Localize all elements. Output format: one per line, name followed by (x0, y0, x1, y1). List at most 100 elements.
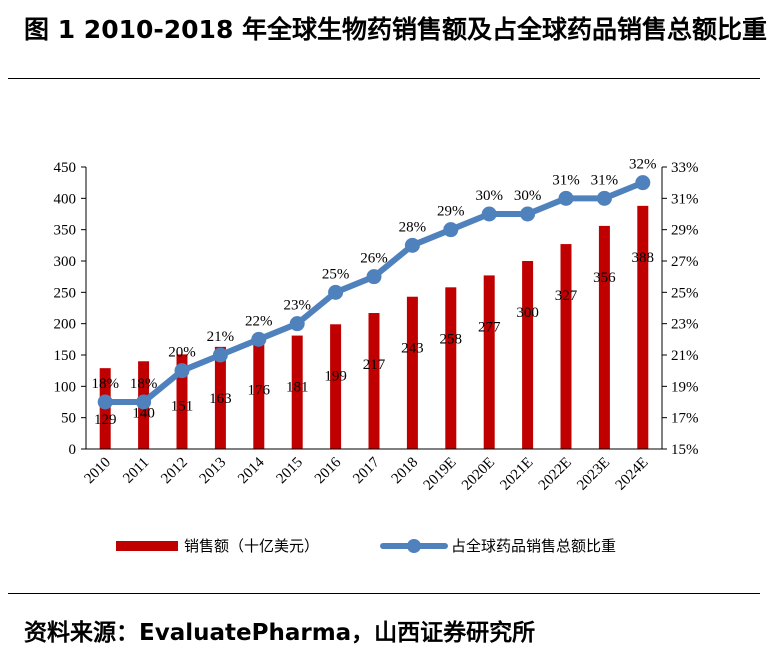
bar-data-label: 327 (555, 288, 578, 304)
left-tick-label: 350 (54, 223, 77, 239)
bar (406, 296, 418, 449)
left-tick-label: 400 (54, 191, 77, 207)
bar-data-label: 140 (132, 405, 155, 421)
line-point (443, 222, 459, 238)
line-point (289, 316, 305, 332)
right-tick-label: 29% (671, 223, 699, 239)
bar-series (99, 205, 649, 449)
x-tick-label: 2018 (389, 455, 422, 488)
x-tick-label: 2020E (459, 455, 498, 494)
x-tick-label: 2019E (421, 455, 460, 494)
left-tick-label: 250 (54, 285, 77, 301)
bar (637, 205, 649, 449)
bar-data-label: 300 (516, 305, 539, 321)
bar-data-label: 243 (401, 341, 424, 357)
bar-data-label: 217 (363, 357, 386, 373)
x-tick-label: 2011 (120, 455, 152, 487)
line-point (558, 190, 574, 206)
line-data-label: 31% (591, 172, 619, 188)
line-data-labels: 18% 18% 20% 21% 22% 23% 25% 26% 28% 29% 30% 30% 31% 3… (91, 157, 656, 392)
bar (368, 313, 380, 449)
line-data-label: 18% (91, 376, 119, 392)
bar-data-label: 176 (248, 383, 271, 399)
x-tick-label: 2010 (82, 455, 115, 488)
line-data-label: 25% (322, 266, 350, 282)
chart: 0 50 100 150 200 250 300 350 400 450 15% 17% 19% 21%… (54, 157, 699, 555)
bar (176, 354, 188, 449)
right-tick-label: 23% (671, 317, 699, 333)
source-note: 资料来源：EvaluatePharma，山西证券研究所 (24, 620, 536, 646)
bar (522, 261, 534, 449)
line-point (174, 363, 190, 379)
x-tick-label: 2016 (312, 454, 345, 487)
bar (445, 287, 457, 449)
left-tick-label: 0 (69, 442, 77, 458)
bar (598, 225, 610, 449)
bar-data-label: 199 (324, 368, 347, 384)
legend-line-marker (407, 539, 421, 553)
x-tick-label: 2022E (536, 455, 575, 494)
right-tick-label: 27% (671, 254, 699, 270)
x-tick-label: 2012 (158, 455, 191, 488)
line-data-label: 22% (245, 313, 273, 329)
line-point (366, 269, 382, 285)
line-data-label: 31% (552, 172, 580, 188)
line-point (251, 331, 267, 347)
x-tick-label: 2023E (574, 455, 613, 494)
bar-data-label: 356 (593, 270, 616, 286)
line-data-label: 20% (168, 345, 196, 361)
line-point (635, 175, 651, 191)
bar (483, 275, 495, 449)
x-tick-label: 2024E (613, 455, 652, 494)
line-series (97, 175, 651, 410)
line-data-label: 30% (514, 188, 542, 204)
right-tick-label: 17% (671, 411, 699, 427)
x-tick-label: 2017 (350, 454, 383, 487)
line-data-label: 18% (130, 376, 158, 392)
bar (560, 244, 572, 449)
right-tick-label: 31% (671, 191, 699, 207)
line-data-label: 21% (207, 329, 235, 345)
bar-data-label: 258 (440, 331, 463, 347)
right-tick-label: 21% (671, 348, 699, 364)
line-point (212, 347, 228, 363)
left-tick-label: 150 (54, 348, 77, 364)
bar-data-label: 151 (171, 398, 194, 414)
line-point (136, 394, 152, 410)
left-y-axis: 0 50 100 150 200 250 300 350 400 450 (54, 160, 87, 458)
x-tick-label: 2021E (497, 455, 536, 494)
left-tick-label: 50 (61, 411, 76, 427)
right-y-axis: 15% 17% 19% 21% 23% 25% 27% 29% 31% 33% (661, 160, 699, 458)
line-data-label: 29% (437, 204, 465, 220)
right-tick-label: 25% (671, 285, 699, 301)
line-point (596, 190, 612, 206)
left-tick-label: 100 (54, 379, 77, 395)
line-data-label: 28% (399, 219, 427, 235)
bar-data-label: 129 (94, 412, 117, 428)
page-title: 图 1 2010-2018 年全球生物药销售额及占全球药品销售总额比重 (24, 15, 767, 44)
line-point (404, 237, 420, 253)
title-divider (8, 78, 760, 79)
right-tick-label: 19% (671, 379, 699, 395)
left-tick-label: 200 (54, 317, 77, 333)
bar (291, 335, 303, 449)
x-tick-label: 2014 (235, 454, 268, 487)
bar (330, 324, 342, 449)
left-tick-label: 300 (54, 254, 77, 270)
line-point (328, 284, 344, 300)
legend-line-label: 占全球药品销售总额比重 (451, 537, 616, 555)
x-axis: 2010 2011 2012 2013 2014 2015 2016 2017 2018 2019… (82, 448, 662, 494)
line-point (520, 206, 536, 222)
bar-data-label: 163 (209, 391, 232, 407)
x-tick-label: 2013 (197, 455, 230, 488)
source-divider (8, 593, 760, 594)
bar-data-label: 181 (286, 380, 309, 396)
bar (253, 338, 265, 449)
bar-data-label: 277 (478, 319, 501, 335)
legend: 销售额（十亿美元） 占全球药品销售总额比重 (116, 537, 616, 555)
left-tick-label: 450 (54, 160, 77, 176)
line-point (481, 206, 497, 222)
line-data-label: 26% (360, 251, 388, 267)
line-point (97, 394, 113, 410)
bar-data-label: 388 (632, 250, 655, 266)
